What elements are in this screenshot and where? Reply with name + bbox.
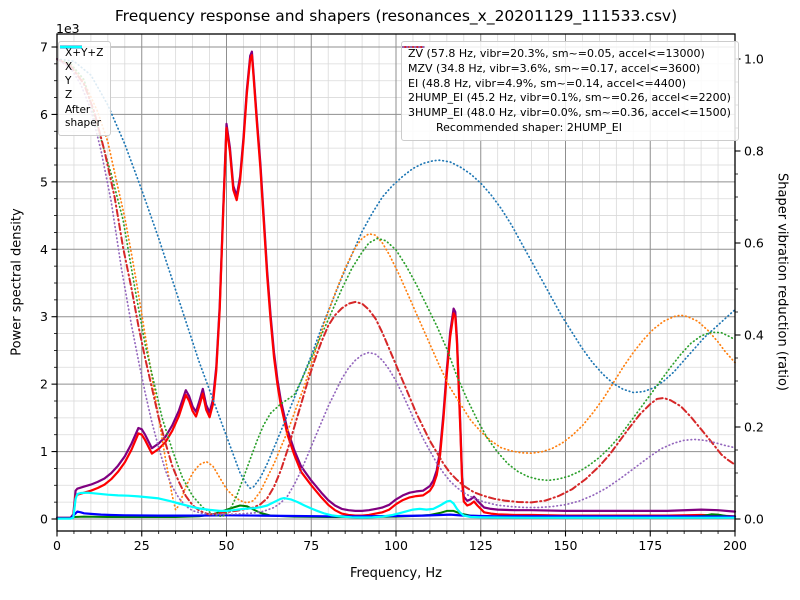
legend-item-EI: EI (48.8 Hz, vibr=4.9%, sm~=0.14, accel<… [402, 46, 731, 91]
tick-label: 1.0 [744, 52, 764, 67]
series-Z-line [55, 510, 737, 520]
legend-item-ZV: ZV (57.8 Hz, vibr=20.3%, sm~=0.05, accel… [402, 46, 731, 61]
legend-item-Y: Y [60, 45, 103, 88]
series-MZV-line [56, 58, 736, 512]
series-EI-line [56, 58, 736, 518]
recommended-shaper-note: Recommended shaper: 2HUMP_EI [436, 120, 622, 134]
x-axis-label: Frequency, Hz [349, 566, 443, 581]
series-X-line [55, 54, 737, 520]
y-axis-offset-label: 1e3 [56, 21, 80, 36]
series-After-shaper-line [55, 491, 737, 520]
tick-label: 4 [40, 242, 48, 257]
y-right-axis-label: Shaper vibration reduction (ratio) [774, 173, 790, 391]
tick-label: 3 [40, 309, 48, 324]
chart-title: Frequency response and shapers (resonanc… [114, 7, 678, 25]
tick-label: 0 [40, 512, 48, 527]
legend-item-3HUMP_EI: 3HUMP_EI (48.0 Hz, vibr=0.0%, sm~=0.36, … [402, 46, 731, 120]
tick-label: 100 [384, 538, 408, 553]
legend-sample-line [402, 46, 426, 48]
y-left-axis-label: Power spectral density [9, 208, 25, 356]
tick-label: 75 [303, 538, 319, 553]
tick-label: 0.6 [744, 236, 764, 251]
legend-item-2HUMP_EI: 2HUMP_EI (45.2 Hz, vibr=0.1%, sm~=0.26, … [402, 46, 731, 105]
legend-item-After: After shaper [60, 45, 103, 130]
legend-psd: X+Y+Z X Y Z After shaper [58, 41, 112, 136]
tick-label: 1 [40, 444, 48, 459]
tick-label: 0.0 [744, 512, 764, 527]
tick-label: 5 [40, 174, 48, 189]
tick-label: 200 [723, 538, 747, 553]
legend-item-Z: Z [60, 45, 103, 102]
tick-label: 2 [40, 377, 48, 392]
series-3HUMP_EI-line [56, 58, 736, 516]
legend-item-MZV: MZV (34.8 Hz, vibr=3.6%, sm~=0.17, accel… [402, 46, 731, 76]
tick-label: 50 [219, 538, 235, 553]
tick-label: 175 [638, 538, 662, 553]
legend-sample-line [60, 45, 82, 49]
tick-label: 6 [40, 107, 48, 122]
tick-label: 25 [134, 538, 150, 553]
series-2HUMP_EI-line [56, 58, 736, 516]
series-ZV-line [56, 58, 736, 490]
legend-shapers: ZV (57.8 Hz, vibr=20.3%, sm~=0.05, accel… [401, 41, 739, 141]
tick-label: 0 [53, 538, 61, 553]
tick-label: 125 [469, 538, 493, 553]
tick-label: 150 [554, 538, 578, 553]
legend-item-X: X [60, 45, 103, 74]
tick-label: 0.4 [744, 328, 764, 343]
tick-label: 0.8 [744, 144, 764, 159]
tick-label: 0.2 [744, 420, 764, 435]
tick-label: 7 [40, 40, 48, 55]
